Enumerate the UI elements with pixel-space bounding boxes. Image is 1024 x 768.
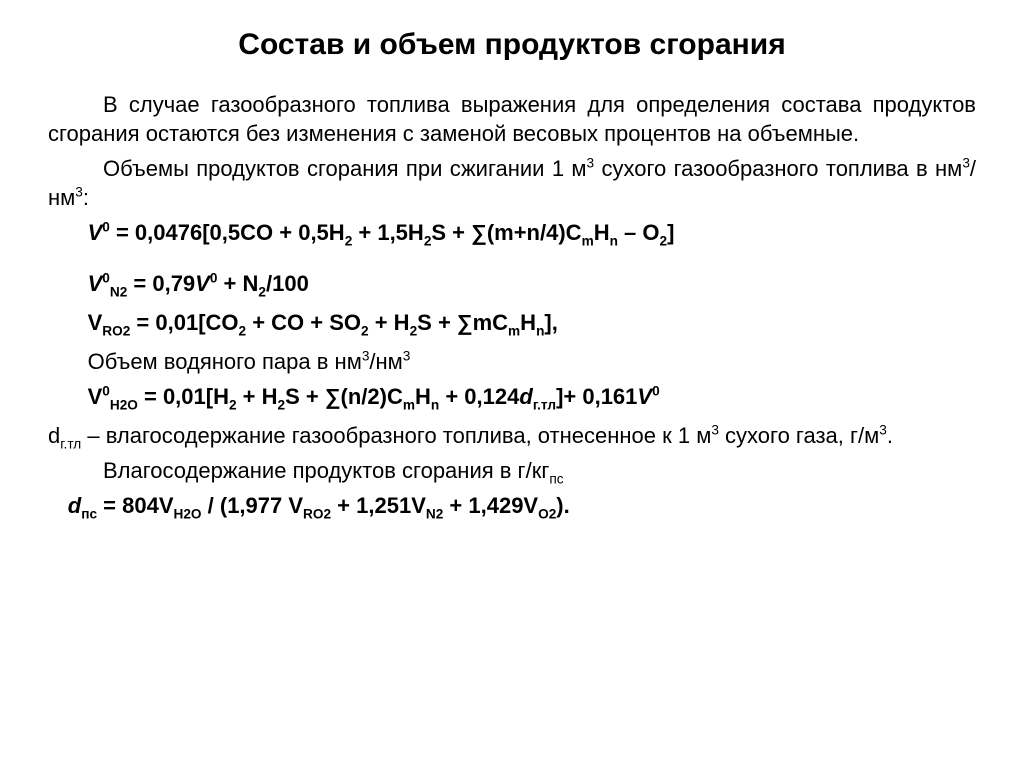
formula-v0n2: V0N2 = 0,79V0 + N2/100 (48, 269, 976, 298)
txt: + H (369, 310, 410, 335)
sym: V (637, 384, 652, 409)
sub: m (582, 234, 594, 249)
sub: 2 (659, 234, 667, 249)
txt: ). (556, 493, 569, 518)
txt: Объем водяного пара в нм (88, 349, 362, 374)
sub: г.тл (533, 398, 556, 413)
sup: 3 (879, 423, 887, 438)
sub: RO2 (102, 324, 130, 339)
sym: V (88, 271, 103, 296)
sub: n (610, 234, 618, 249)
txt: ]+ 0,161 (556, 384, 637, 409)
sym: d (519, 384, 532, 409)
sub: H2O (174, 507, 202, 522)
txt: – влагосодержание газообразного топлива,… (81, 423, 711, 448)
sub: m (508, 324, 520, 339)
sup: 3 (403, 349, 411, 364)
sub: H2O (110, 398, 138, 413)
sub: O2 (538, 507, 556, 522)
txt: Влагосодержание продуктов сгорания в г/к… (103, 458, 549, 483)
p2-text: сухого газообразного топлива в нм (594, 156, 962, 181)
paragraph-1: В случае газообразного топлива выражения… (48, 90, 976, 148)
sym: V (88, 310, 103, 335)
sub: n (431, 398, 439, 413)
sub: RO2 (303, 507, 331, 522)
txt: / (1,977 V (202, 493, 304, 518)
sub: N2 (110, 285, 127, 300)
txt: + H (237, 384, 278, 409)
sym: V (195, 271, 210, 296)
txt: S + ∑mC (417, 310, 508, 335)
txt: + 1,251V (331, 493, 426, 518)
txt: + 1,429V (443, 493, 538, 518)
sub: 2 (239, 324, 247, 339)
paragraph-2: Объемы продуктов сгорания при сжигании 1… (48, 154, 976, 212)
formula-dps: dпс = 804VH2O / (1,977 VRO2 + 1,251VN2 +… (48, 491, 976, 520)
formula-vro2: VRO2 = 0,01[CO2 + CO + SO2 + H2S + ∑mCmH… (48, 308, 976, 337)
txt: = 0,01[CO (130, 310, 238, 335)
txt: – O (618, 220, 660, 245)
sup: 3 (711, 423, 719, 438)
txt: + 0,124 (439, 384, 519, 409)
txt: = 0,01[H (138, 384, 229, 409)
txt: ] (667, 220, 674, 245)
txt: ], (544, 310, 557, 335)
txt: S + ∑(m+n/4)C (431, 220, 581, 245)
txt: /нм (369, 349, 402, 374)
sym: d (48, 423, 60, 448)
sym: V (88, 384, 103, 409)
paragraph-4: dг.тл – влагосодержание газообразного то… (48, 421, 976, 450)
txt: H (520, 310, 536, 335)
txt: + N (217, 271, 258, 296)
txt: = 804V (97, 493, 173, 518)
txt: = 0,79 (127, 271, 195, 296)
sup: 3 (962, 156, 970, 171)
sup: 0 (102, 220, 110, 235)
txt: + 1,5H (352, 220, 424, 245)
sub: N2 (426, 507, 443, 522)
sym: d (68, 493, 81, 518)
txt: H (415, 384, 431, 409)
sup: 0 (652, 384, 660, 399)
paragraph-3: Объем водяного пара в нм3/нм3 (48, 347, 976, 376)
sub: m (403, 398, 415, 413)
txt: /100 (266, 271, 309, 296)
p2-text: : (83, 185, 89, 210)
formula-v0: V0 = 0,0476[0,5CO + 0,5H2 + 1,5H2S + ∑(m… (48, 218, 976, 247)
txt: = 0,0476[0,5CO + 0,5H (110, 220, 345, 245)
txt: сухого газа, г/м (719, 423, 879, 448)
txt: H (594, 220, 610, 245)
sym: V (88, 220, 103, 245)
sub: 2 (361, 324, 369, 339)
sub: 2 (278, 398, 286, 413)
formula-vh2o: V0H2O = 0,01[H2 + H2S + ∑(n/2)CmHn + 0,1… (48, 382, 976, 411)
sup: 3 (75, 185, 83, 200)
txt: . (887, 423, 893, 448)
txt: + CO + SO (246, 310, 361, 335)
sub: 2 (229, 398, 237, 413)
paragraph-5: Влагосодержание продуктов сгорания в г/к… (48, 456, 976, 485)
sub: 2 (258, 285, 266, 300)
page-title: Состав и объем продуктов сгорания (48, 28, 976, 62)
sup: 0 (102, 384, 110, 399)
sup: 0 (102, 271, 110, 286)
p2-text: Объемы продуктов сгорания при сжигании 1… (103, 156, 587, 181)
sub: г.тл (60, 437, 81, 452)
sup: 3 (587, 156, 595, 171)
sub: пс (549, 472, 563, 487)
sub: пс (81, 507, 97, 522)
txt: S + ∑(n/2)C (285, 384, 403, 409)
